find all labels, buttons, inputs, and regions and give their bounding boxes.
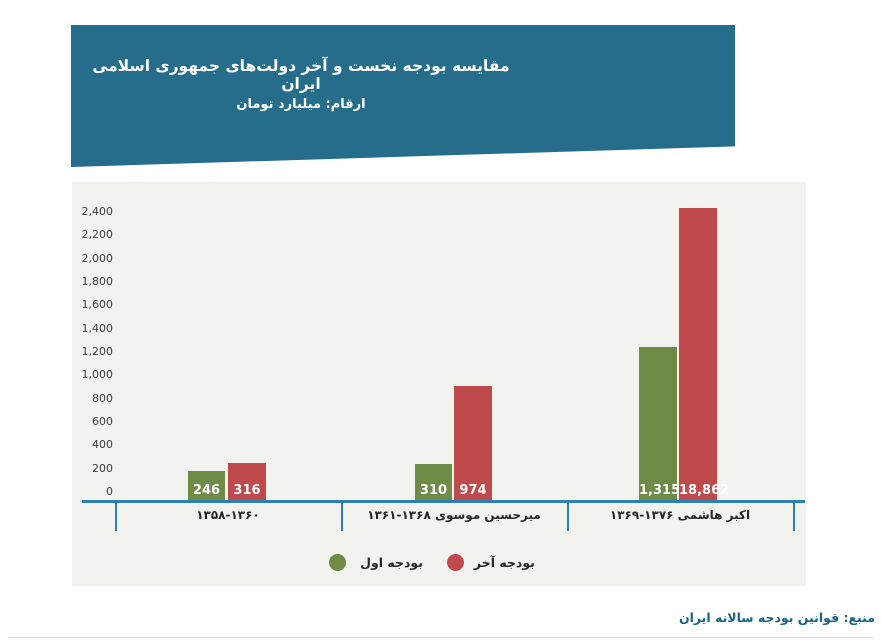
y-axis-label: 1,400: [81, 322, 114, 335]
x-axis-line: [82, 500, 805, 503]
legend-marker-first-budget-circle: [329, 554, 347, 571]
category-separator-tick: [115, 500, 117, 531]
bar-value-label: 1,315: [639, 483, 681, 498]
category-name: اکبر هاشمی: [677, 508, 751, 522]
chart-panel: 0 200 400 600 800 1,000 1,200 1,400 1,60…: [72, 182, 806, 586]
bar-value-label: 246: [192, 483, 221, 498]
category-separator-tick: [341, 500, 343, 531]
y-axis-label: 0: [106, 485, 113, 498]
category-name: میرحسین موسوی: [434, 508, 541, 522]
bar-value-label: 316: [233, 483, 261, 498]
category-label-cat3: اکبر هاشمی ۱۳۶۹-۱۳۷۶: [567, 508, 793, 522]
bar-first-budget-cat3: 1,315: [639, 347, 681, 500]
y-axis-label: 800: [92, 392, 113, 405]
y-axis-label: 2,200: [81, 228, 114, 241]
category-years: ۱۳۶۱-۱۳۶۸: [367, 508, 431, 522]
chart-subtitle: ارقام: میلیارد تومان: [236, 97, 366, 112]
header-banner: مقایسه بودجه نخست و آخر دولت‌های جمهوری …: [71, 25, 735, 167]
bar-first-budget-cat2: 310: [415, 464, 452, 500]
y-axis-label: 2,000: [81, 252, 114, 265]
y-axis-label: 1,000: [81, 368, 114, 381]
category-separator-tick: [567, 500, 569, 531]
category-label-cat1: ۱۳۵۸-۱۳۶۰: [115, 508, 341, 522]
bar-last-budget-cat3: 18,862: [679, 208, 730, 500]
legend-marker-last-budget-circle: [446, 554, 464, 571]
y-axis-label: 200: [92, 462, 113, 475]
chart-title: مقایسه بودجه نخست و آخر دولت‌های جمهوری …: [92, 57, 510, 93]
category-years: ۱۳۶۹-۱۳۷۶: [609, 508, 674, 522]
y-axis-label: 2,400: [81, 205, 114, 218]
bottom-divider: [8, 637, 873, 638]
bar-value-label: 310: [419, 483, 448, 498]
bar-last-budget-cat1: 316: [228, 463, 266, 500]
y-axis-label: 1,200: [81, 345, 114, 358]
y-axis-label: 1,600: [81, 298, 114, 311]
category-label-cat2: میرحسین موسوی ۱۳۶۱-۱۳۶۸: [341, 508, 567, 522]
legend-label-last-budget: بودجه آخر: [473, 555, 535, 570]
y-axis-label: 1,800: [81, 275, 114, 288]
source-note: منبع: قوانین بودجه سالانه ایران: [678, 610, 875, 625]
legend-label-first-budget: بودجه اول: [360, 555, 423, 570]
legend: بودجه اول بودجه آخر: [72, 554, 806, 571]
bar-last-budget-cat2: 974: [454, 386, 492, 500]
y-axis-label: 600: [92, 415, 113, 428]
bar-value-label: 18,862: [679, 483, 730, 498]
category-years: ۱۳۵۸-۱۳۶۰: [196, 508, 260, 522]
bar-value-label: 974: [459, 483, 487, 498]
category-separator-tick: [793, 500, 795, 531]
bar-first-budget-cat1: 246: [188, 471, 225, 500]
y-axis-label: 400: [92, 438, 113, 451]
